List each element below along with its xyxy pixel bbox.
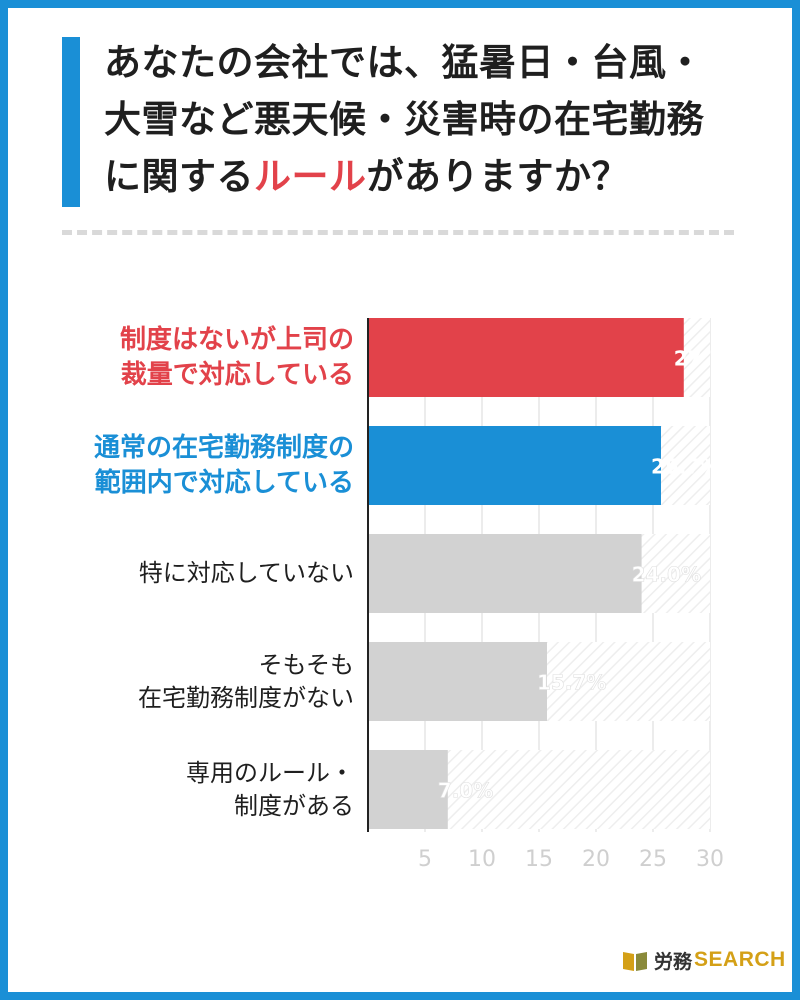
title-line-3-prefix: に関する [104,155,254,198]
category-label: 制度はないが上司の 裁量で対応している [119,324,354,390]
bar [368,426,661,505]
x-tick-label: 25 [639,847,667,872]
value-label: 7.0% [438,779,493,803]
x-tick-label: 5 [418,847,432,872]
title-highlight: ルール [254,155,367,198]
category-label: そもそも 在宅勤務制度がない [138,650,354,712]
chart-title: あなたの会社では、猛暑日・台風・ 大雪など悪天候・災害時の在宅勤務 に関するルー… [104,34,784,205]
bar [368,318,684,397]
bar [368,750,448,829]
value-label: 25.7% [651,455,720,479]
book-icon [622,948,648,972]
value-label: 27.7% [674,347,743,371]
title-accent-bar [62,37,80,207]
bar [368,534,642,613]
logo-text-en: SEARCH [694,948,786,971]
x-tick-label: 20 [582,847,610,872]
category-label: 通常の在宅勤務制度の 範囲内で対応している [93,432,354,498]
category-label: 専用のルール・ 制度がある [186,758,354,820]
brand-logo: 労務 SEARCH [622,945,786,975]
value-label: 15.7% [537,671,606,695]
logo-text-jp: 労務 [654,950,693,973]
title-line-2: 大雪など悪天候・災害時の在宅勤務 [104,98,704,141]
x-tick-label: 10 [468,847,496,872]
title-line-3-suffix: がありますか？ [366,155,629,198]
bar [368,642,547,721]
title-line-3: に関するルールがありますか？ [104,148,784,205]
category-label: 特に対応していない [138,559,354,587]
title-line-1: あなたの会社では、猛暑日・台風・ [104,41,704,84]
x-tick-label: 30 [696,847,724,872]
title-divider [62,230,734,235]
x-tick-label: 15 [525,847,553,872]
value-label: 24.0% [632,563,701,587]
